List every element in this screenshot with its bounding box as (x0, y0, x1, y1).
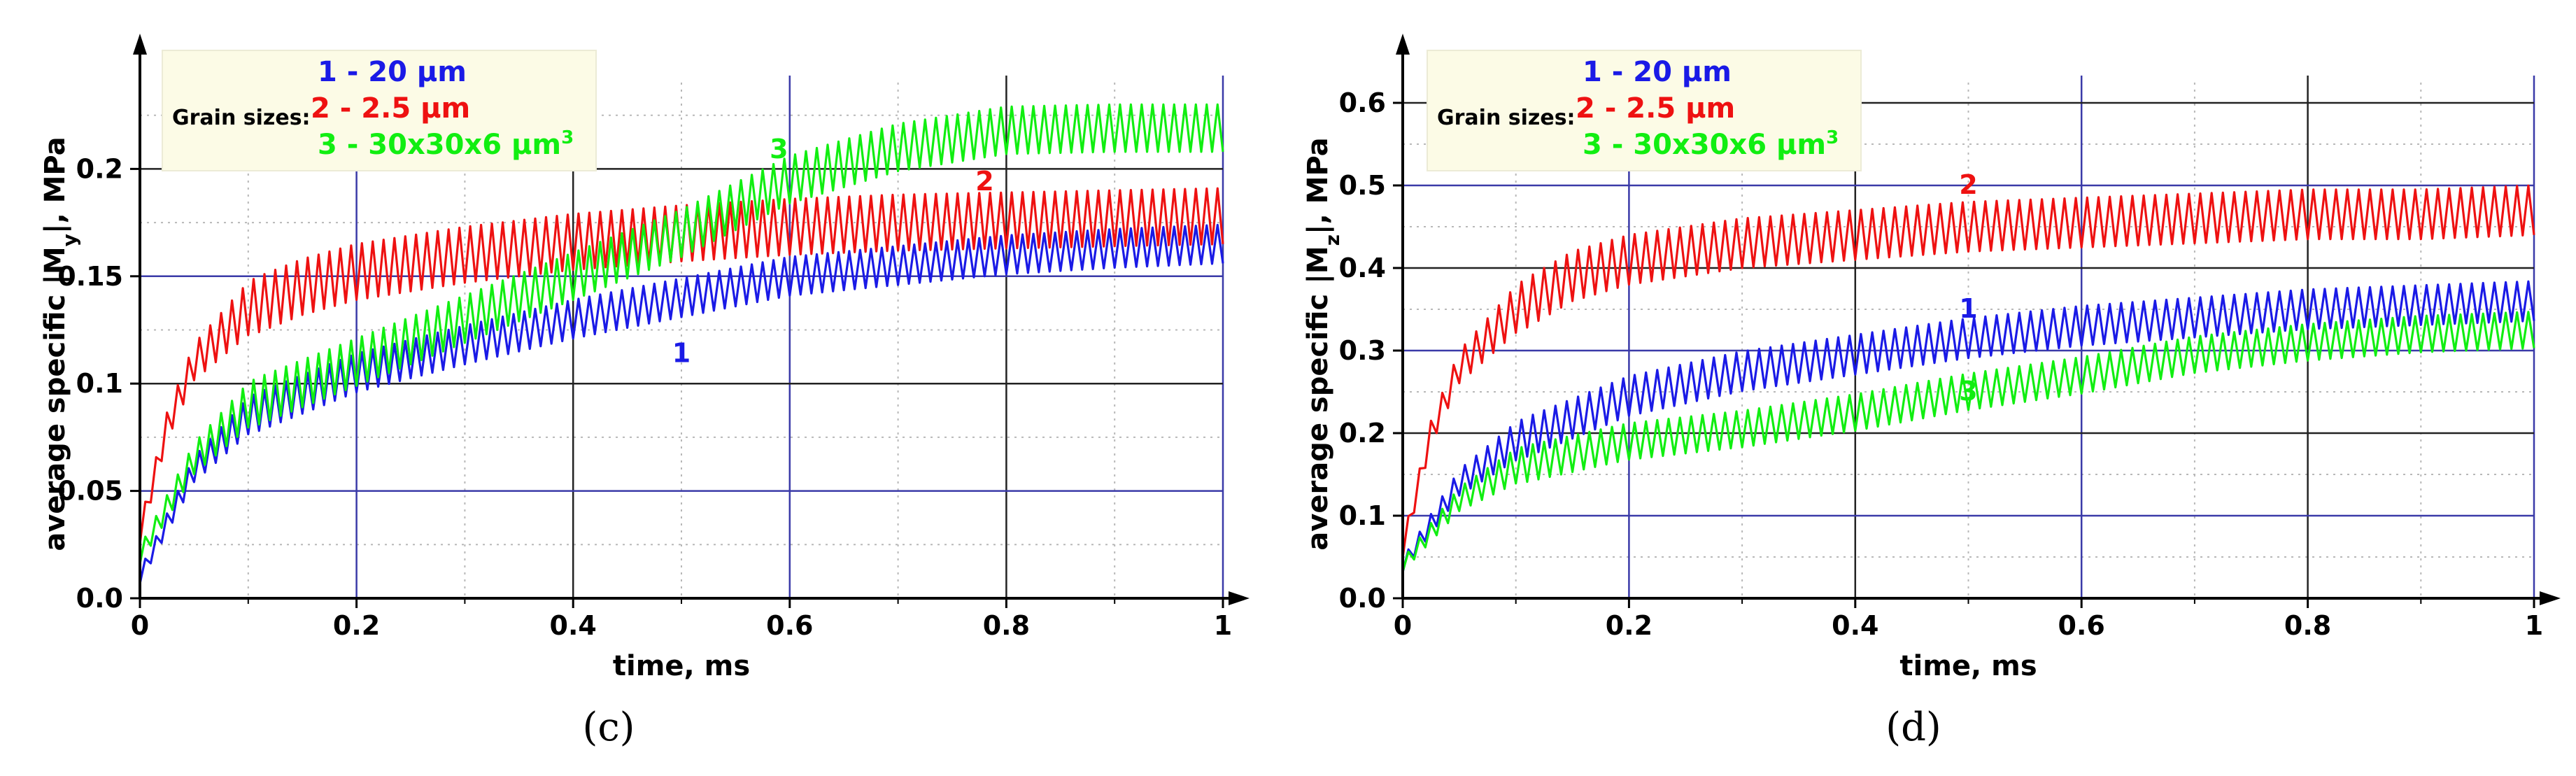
y-axis-title-subscript: z (1321, 234, 1344, 246)
legend-entry-3: 3 - 30x30x6 μm3 (1583, 127, 1839, 161)
y-tick-label: 0.1 (1339, 500, 1386, 531)
y-tick-label: 0.6 (1339, 87, 1386, 118)
legend-entry-2: 2 - 2.5 μm (1576, 92, 1735, 125)
y-tick-label: 0.1 (76, 368, 123, 399)
series-label-3: 3 (1959, 376, 1977, 407)
legend-entry-1: 1 - 20 μm (1583, 56, 1732, 88)
x-tick-label: 0.8 (2284, 610, 2331, 641)
y-axis-title: average specific |Mz|, MPa (1302, 137, 1344, 550)
x-tick-label: 0 (1394, 610, 1412, 641)
series-line-3 (1401, 311, 2535, 572)
legend: Grain sizes:1 - 20 μm2 - 2.5 μm3 - 30x30… (1427, 50, 1862, 171)
y-tick-label: 0.5 (1339, 170, 1386, 201)
legend-box (1427, 50, 1862, 171)
legend-entry-text: 1 - 20 μm (318, 56, 467, 88)
y-axis-arrow (1396, 34, 1410, 55)
series-line-1 (139, 223, 1224, 584)
series-label-1: 1 (672, 338, 691, 369)
series-line-1 (1401, 280, 2535, 573)
legend-title: Grain sizes: (172, 106, 311, 130)
series-line-2 (1401, 184, 2535, 558)
legend-entry-3: 3 - 30x30x6 μm3 (318, 127, 574, 161)
legend-title: Grain sizes: (1437, 106, 1576, 130)
legend-entry-text: 1 - 20 μm (1583, 56, 1732, 88)
x-tick-label: 0.4 (1832, 610, 1878, 641)
y-tick-label: 0.4 (1339, 253, 1386, 283)
x-tick-label: 0.6 (766, 610, 813, 641)
panel-label: (c) (582, 705, 635, 750)
chart-panel-d: 1 2 3 0 0.2 0.4 0.6 0.8 1 0.0 0.1 0.2 0.3 0.4 0.5 0.6 ti… (1302, 34, 2561, 750)
series-label-2: 2 (975, 166, 993, 197)
y-tick-label: 0.3 (1339, 335, 1386, 366)
chart-panel-c: 1 2 3 0 0.2 0.4 0.6 0.8 1 0.0 0.05 0.1 0.15 0.2 time, … (39, 34, 1250, 750)
x-tick-label: 0.8 (983, 610, 1030, 641)
series-line-2 (139, 187, 1224, 544)
x-axis-arrow (1229, 591, 1250, 605)
y-tick-label: 0.0 (1339, 583, 1386, 614)
series-label-1: 1 (1959, 293, 1977, 324)
legend: Grain sizes:1 - 20 μm2 - 2.5 μm3 - 30x30… (162, 50, 597, 171)
y-axis-title-part: average specific |M (1302, 246, 1335, 550)
legend-box (162, 50, 597, 171)
y-axis-title-subscript: y (58, 234, 81, 246)
legend-entry-superscript: 3 (561, 127, 574, 148)
y-axis-title-part: average specific |M (39, 246, 72, 551)
x-tick-label: 0.2 (333, 610, 380, 641)
x-tick-label: 1 (2525, 610, 2543, 641)
y-tick-label: 0.2 (76, 153, 123, 184)
x-axis-arrow (2540, 591, 2561, 605)
y-axis-title: average specific |My|, MPa (39, 136, 81, 551)
legend-entry-text: 3 - 30x30x6 μm (318, 129, 561, 161)
x-tick-label: 1 (1214, 610, 1232, 641)
x-tick-label: 0.2 (1606, 610, 1653, 641)
series-label-3: 3 (770, 134, 788, 164)
legend-entry-text: 2 - 2.5 μm (311, 92, 470, 125)
y-tick-label: 0.05 (57, 476, 123, 507)
legend-entry-1: 1 - 20 μm (318, 56, 467, 88)
y-tick-label: 0.2 (1339, 418, 1386, 449)
series-label-2: 2 (1959, 169, 1977, 200)
y-tick-label: 0.0 (76, 583, 123, 614)
x-axis-title: time, ms (1899, 650, 2037, 682)
x-tick-label: 0 (131, 610, 149, 641)
legend-entry-text: 2 - 2.5 μm (1576, 92, 1735, 125)
x-tick-label: 0.4 (550, 610, 597, 641)
legend-entry-text: 3 - 30x30x6 μm (1583, 129, 1826, 161)
legend-entry-2: 2 - 2.5 μm (311, 92, 470, 125)
legend-entry-superscript: 3 (1826, 127, 1839, 148)
y-tick-label: 0.15 (57, 261, 123, 292)
y-axis-arrow (133, 34, 147, 55)
series-line-3 (139, 103, 1224, 564)
x-tick-label: 0.6 (2058, 610, 2105, 641)
y-axis-title-part: |, MPa (1302, 137, 1335, 234)
x-axis-title: time, ms (613, 650, 750, 682)
y-axis-title-part: |, MPa (39, 136, 72, 234)
panel-label: (d) (1885, 705, 1941, 750)
